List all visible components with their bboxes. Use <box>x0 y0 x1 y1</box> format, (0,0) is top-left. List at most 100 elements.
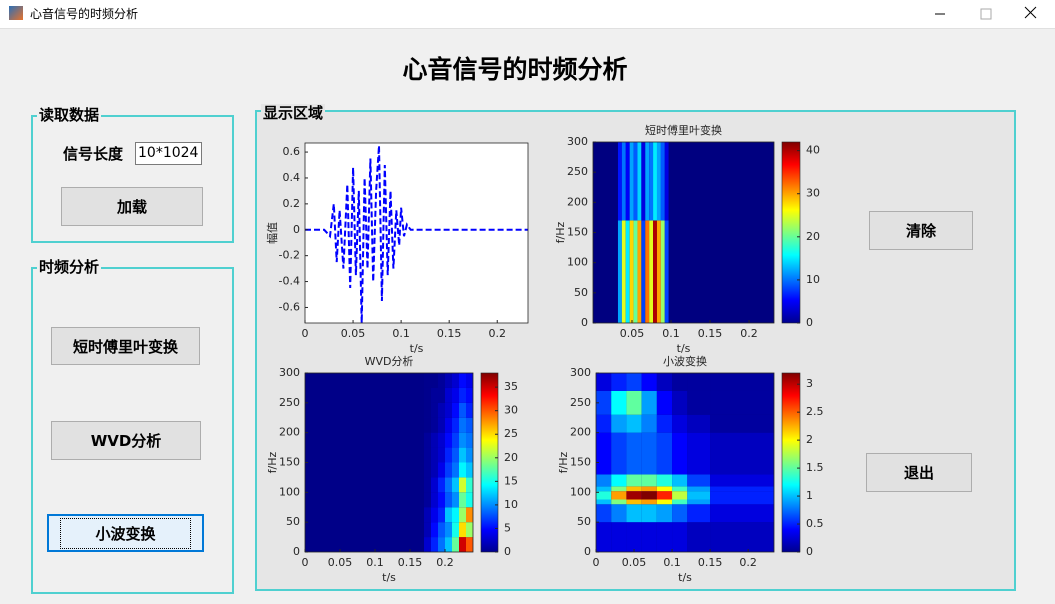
heatmap-cell <box>445 447 452 463</box>
signal-line <box>305 145 528 324</box>
heatmap-cell <box>305 387 424 403</box>
heatmap-cell <box>459 477 466 493</box>
x-tick-label: 0.2 <box>739 556 757 569</box>
heatmap-cell <box>305 477 424 493</box>
heatmap-cell <box>466 477 473 493</box>
heatmap-cell <box>596 522 612 552</box>
colorbar <box>781 372 801 553</box>
heatmap-cell <box>431 387 438 403</box>
colorbar-tick-label: 1.5 <box>806 461 824 474</box>
y-tick-label: 200 <box>570 426 591 439</box>
minimize-button[interactable] <box>917 0 963 28</box>
heatmap-cell <box>626 474 642 487</box>
panel-title: 读取数据 <box>37 106 102 124</box>
heatmap-cell <box>625 220 630 323</box>
heatmap-cell <box>656 474 673 487</box>
heatmap-cell <box>431 462 438 478</box>
heatmap-cell <box>596 414 612 433</box>
colorbar-tick-label: 30 <box>504 404 518 417</box>
heatmap-cell <box>596 390 612 415</box>
button-label: 短时傅里叶变换 <box>72 337 178 356</box>
heatmap-cell <box>687 522 711 552</box>
heatmap-cell <box>611 522 627 552</box>
heatmap-cell <box>710 522 774 552</box>
heatmap-cell <box>626 486 642 492</box>
clear-button[interactable]: 清除 <box>869 211 973 250</box>
heatmap-cell <box>687 486 711 492</box>
x-tick-label: 0.2 <box>740 327 758 340</box>
exit-button[interactable]: 退出 <box>866 453 972 492</box>
heatmap-cell <box>445 522 452 538</box>
chart-title: 短时傅里叶变换 <box>645 123 722 137</box>
heatmap-cell <box>710 373 774 391</box>
x-tick-label: 0.15 <box>698 556 723 569</box>
button-label: 加载 <box>116 198 147 216</box>
colorbar-tick-label: 5 <box>504 521 511 534</box>
x-tick-label: 0.05 <box>622 556 647 569</box>
heatmap-cell <box>452 537 459 552</box>
heatmap-cell <box>660 142 665 221</box>
heatmap-cell <box>710 499 774 505</box>
heatmap-cell <box>466 373 473 388</box>
heatmap-cell <box>305 507 424 523</box>
button-label: 小波变换 <box>60 517 191 549</box>
heatmap-cell <box>445 417 452 433</box>
heatmap-cell <box>656 504 673 523</box>
x-tick-label: 0 <box>593 556 600 569</box>
wavelet-button[interactable]: 小波变换 <box>47 514 204 552</box>
heatmap-cell <box>687 432 711 475</box>
heatmap-cell <box>672 474 688 487</box>
stft-button[interactable]: 短时傅里叶变换 <box>51 327 200 365</box>
heatmap-cell <box>424 447 431 463</box>
heatmap-cell <box>626 522 642 552</box>
x-axis-label: t/s <box>382 571 396 584</box>
heatmap-cell <box>438 537 445 552</box>
heatmap-cell <box>649 220 654 323</box>
heatmap-cell <box>459 432 466 448</box>
heatmap-cell <box>672 373 688 391</box>
y-tick-label: 100 <box>279 485 300 498</box>
close-button[interactable] <box>1009 0 1055 28</box>
heatmap-cell <box>656 486 673 492</box>
heatmap-cell <box>466 462 473 478</box>
heatmap-cell <box>629 142 634 221</box>
panel-title: 显示区域 <box>261 104 326 122</box>
y-tick-label: 100 <box>570 485 591 498</box>
heatmap-cell <box>611 504 627 523</box>
app-heading: 心音信号的时频分析 <box>402 55 628 84</box>
heatmap-cell <box>687 474 711 487</box>
heatmap-cell <box>668 142 774 221</box>
y-tick-label: 250 <box>279 396 300 409</box>
x-axis-label: t/s <box>677 342 691 355</box>
heatmap-cell <box>641 220 646 323</box>
y-tick-label: -0.4 <box>279 275 300 288</box>
length-input[interactable]: 10*1024 <box>135 142 202 165</box>
x-tick-label: 0.1 <box>663 556 681 569</box>
heatmap-cell <box>596 491 612 500</box>
colorbar-tick-label: 1 <box>806 489 813 502</box>
wvd-button[interactable]: WVD分析 <box>51 421 201 460</box>
y-tick-label: 200 <box>567 195 588 208</box>
heatmap-cell <box>621 220 626 323</box>
heatmap-cell <box>687 414 711 433</box>
heatmap-cell <box>710 432 774 475</box>
heatmap-cell <box>633 220 638 323</box>
heatmap-cell <box>438 477 445 493</box>
x-tick-label: 0.1 <box>662 327 680 340</box>
heatmap-cell <box>459 447 466 463</box>
y-tick-label: 300 <box>567 135 588 148</box>
load-button[interactable]: 加载 <box>61 187 203 226</box>
colorbar-tick-label: 30 <box>806 187 820 200</box>
heatmap-cell <box>305 447 424 463</box>
heatmap-cell <box>466 417 473 433</box>
heatmap-cell <box>621 142 626 221</box>
heatmap-cell <box>596 432 612 475</box>
chart-title: 小波变换 <box>663 354 707 368</box>
window-title: 心音信号的时频分析 <box>30 7 139 21</box>
heatmap-cell <box>431 477 438 493</box>
chart-title: WVD分析 <box>365 354 414 368</box>
heatmap-cell <box>305 522 424 538</box>
heatmap-cell <box>629 220 634 323</box>
heatmap-cell <box>649 142 654 221</box>
maximize-button[interactable] <box>963 0 1009 28</box>
